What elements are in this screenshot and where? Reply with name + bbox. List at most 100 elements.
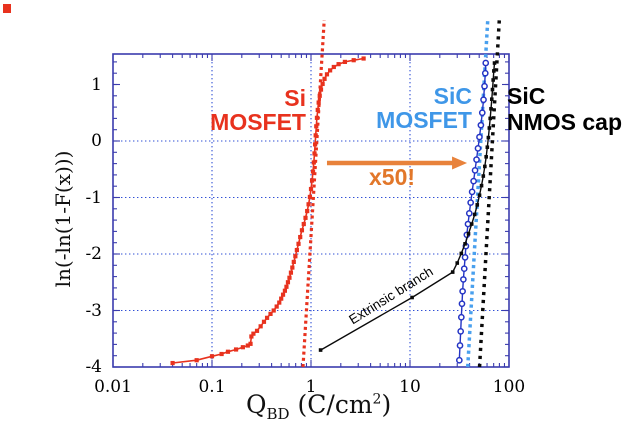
data-point-marker bbox=[307, 194, 313, 200]
data-point-marker bbox=[490, 87, 495, 92]
data-point-marker bbox=[279, 296, 284, 301]
data-point-marker bbox=[478, 109, 486, 117]
data-point-marker bbox=[317, 93, 322, 98]
data-point-marker bbox=[484, 155, 488, 159]
data-point-marker bbox=[313, 133, 318, 138]
data-point-marker bbox=[225, 349, 231, 354]
data-point-marker bbox=[249, 334, 254, 339]
sic-nmos-cap-label-line1: SiC bbox=[507, 83, 546, 109]
data-point-marker bbox=[488, 116, 493, 121]
data-point-marker bbox=[299, 228, 305, 233]
x-tick-label: 0.1 bbox=[198, 377, 226, 397]
y-tick-label: -2 bbox=[85, 244, 102, 264]
x-tick-label: 100 bbox=[492, 377, 526, 397]
data-point-marker bbox=[477, 193, 482, 198]
data-point-marker bbox=[476, 133, 483, 141]
data-point-marker bbox=[287, 275, 292, 280]
data-point-marker bbox=[485, 145, 490, 150]
data-point-marker bbox=[258, 324, 263, 329]
data-point-marker bbox=[482, 59, 490, 67]
data-point-marker bbox=[456, 342, 464, 349]
data-point-marker bbox=[301, 221, 306, 227]
data-point-marker bbox=[489, 97, 494, 101]
data-point-marker bbox=[293, 254, 298, 259]
data-point-marker bbox=[471, 167, 479, 174]
data-point-marker bbox=[322, 76, 327, 81]
data-point-marker bbox=[314, 124, 319, 129]
data-point-marker bbox=[305, 208, 310, 214]
y-tick-label: 0 bbox=[91, 131, 102, 151]
data-point-marker bbox=[491, 78, 495, 82]
y-tick-label: -4 bbox=[85, 357, 102, 377]
data-point-marker bbox=[320, 81, 325, 87]
data-point-marker bbox=[264, 315, 270, 320]
data-point-marker bbox=[459, 287, 466, 295]
data-point-marker bbox=[328, 68, 333, 73]
data-point-marker bbox=[489, 106, 493, 111]
data-point-marker bbox=[316, 100, 321, 105]
fit-line bbox=[301, 19, 326, 368]
data-point-marker bbox=[308, 186, 314, 192]
data-point-marker bbox=[296, 241, 301, 246]
data-point-marker bbox=[318, 348, 323, 352]
data-point-marker bbox=[475, 203, 480, 207]
x-axis-title-sub: BD bbox=[266, 405, 290, 423]
data-point-marker bbox=[477, 121, 485, 129]
si-mosfet-label-line1: Si bbox=[284, 85, 306, 111]
data-point-marker bbox=[306, 202, 311, 207]
data-point-marker bbox=[294, 247, 299, 253]
data-point-marker bbox=[336, 62, 341, 67]
data-point-marker bbox=[480, 96, 487, 104]
data-point-marker bbox=[473, 156, 480, 163]
data-point-marker bbox=[268, 311, 273, 316]
data-point-marker bbox=[331, 64, 336, 70]
sic-mosfet-label-line2: MOSFET bbox=[376, 107, 472, 133]
data-point-marker bbox=[194, 358, 199, 363]
x-axis-title: QBD (C/cm2) bbox=[246, 390, 391, 423]
si-mosfet-label-line2: MOSFET bbox=[210, 109, 306, 135]
data-point-marker bbox=[312, 151, 317, 156]
data-point-marker bbox=[254, 328, 260, 333]
data-point-marker bbox=[315, 107, 320, 113]
data-point-marker bbox=[288, 270, 294, 275]
data-point-marker bbox=[460, 265, 468, 273]
data-point-marker bbox=[467, 199, 475, 206]
x-tick-label: 10 bbox=[399, 377, 421, 397]
y-tick-label: 1 bbox=[91, 74, 102, 95]
data-point-marker bbox=[464, 220, 472, 228]
fit-line bbox=[477, 19, 502, 368]
data-point-marker bbox=[170, 360, 175, 366]
data-point-marker bbox=[318, 87, 324, 92]
data-point-marker bbox=[463, 242, 467, 246]
data-point-marker bbox=[240, 345, 245, 350]
data-point-marker bbox=[314, 115, 320, 120]
data-point-marker bbox=[481, 174, 486, 178]
data-point-marker bbox=[219, 351, 224, 357]
sic-nmos-cap-label-line2: NMOS cap bbox=[507, 109, 623, 135]
data-point-marker bbox=[361, 56, 366, 61]
data-point-marker bbox=[450, 270, 455, 274]
data-point-marker bbox=[342, 59, 347, 64]
data-point-marker bbox=[274, 304, 279, 309]
data-point-marker bbox=[460, 276, 467, 283]
data-point-marker bbox=[487, 126, 492, 130]
x-axis-title-q: Q bbox=[246, 390, 267, 419]
data-point-marker bbox=[474, 144, 482, 152]
data-point-marker bbox=[291, 259, 296, 265]
data-point-marker bbox=[459, 251, 464, 256]
data-point-marker bbox=[248, 341, 253, 346]
data-point-marker bbox=[282, 288, 288, 293]
data-point-marker bbox=[470, 177, 477, 185]
x-axis-title-sup: 2 bbox=[372, 391, 382, 408]
data-point-marker bbox=[455, 356, 463, 364]
data-point-marker bbox=[469, 222, 474, 226]
data-point-marker bbox=[481, 82, 488, 90]
data-point-marker bbox=[324, 72, 330, 77]
data-point-marker bbox=[466, 231, 471, 236]
data-point-marker bbox=[277, 300, 282, 305]
data-point-marker bbox=[310, 169, 316, 174]
data-point-marker bbox=[479, 183, 484, 188]
data-point-marker bbox=[309, 178, 315, 183]
data-point-marker bbox=[303, 215, 308, 220]
